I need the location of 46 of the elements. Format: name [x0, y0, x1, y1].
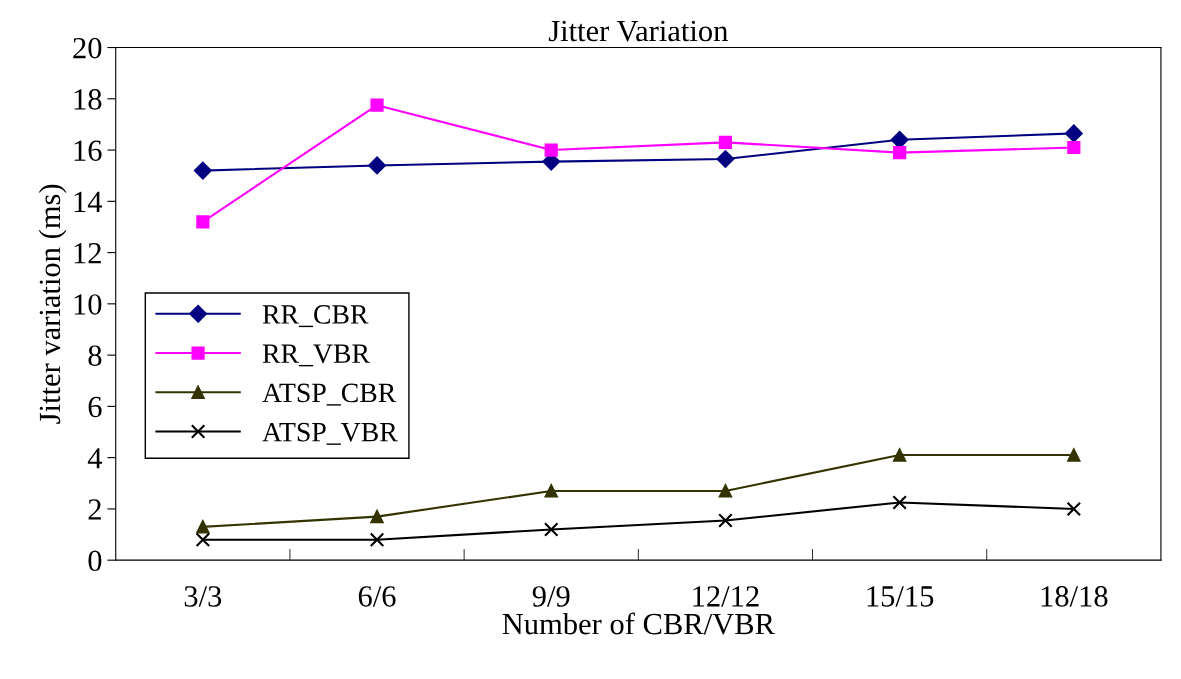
- point: [716, 150, 735, 168]
- x-tick-label: 6/6: [358, 586, 396, 607]
- legend-label: RR_CBR: [262, 305, 369, 328]
- y-tick-label: 8: [88, 345, 102, 367]
- y-tick-label: 18: [74, 89, 102, 110]
- point: [196, 215, 210, 229]
- point: [892, 495, 907, 510]
- y-tick-label: 0: [88, 550, 102, 572]
- y-tick-label: 16: [74, 140, 102, 161]
- point: [370, 98, 384, 112]
- x-tick-label: 18/18: [1041, 586, 1108, 607]
- point: [193, 161, 212, 180]
- x-tick-label: 9/9: [532, 586, 570, 607]
- point: [543, 522, 559, 537]
- point: [369, 532, 385, 547]
- x-tick-label: 3/3: [184, 586, 222, 607]
- y-tick-label: 2: [88, 499, 101, 520]
- chart-title: Jitter Variation: [548, 20, 728, 42]
- point: [1064, 124, 1083, 143]
- legend-label: ATSP_CBR: [262, 383, 397, 406]
- y-axis-title: Jitter variation (ms): [38, 184, 67, 424]
- point: [718, 135, 733, 149]
- point: [368, 156, 386, 175]
- x-tick-label: 12/12: [693, 586, 759, 607]
- x-axis-title: Number of CBR/VBR: [502, 612, 775, 635]
- y-tick-label: 14: [74, 191, 103, 212]
- legend-label: ATSP_VBR: [262, 422, 398, 445]
- legend-label: RR_VBR: [262, 344, 370, 367]
- y-tick-label: 6: [88, 396, 102, 418]
- point: [544, 143, 558, 157]
- point: [544, 484, 558, 498]
- point: [195, 532, 211, 547]
- point: [893, 448, 907, 462]
- point: [893, 146, 907, 160]
- point: [718, 513, 733, 528]
- point: [1066, 501, 1082, 517]
- point: [718, 484, 733, 498]
- y-tick-label: 20: [73, 37, 102, 59]
- point: [1067, 140, 1081, 155]
- y-tick-label: 4: [87, 448, 103, 469]
- point: [196, 520, 210, 534]
- x-tick-label: 15/15: [867, 586, 934, 607]
- y-tick-label: 12: [74, 242, 101, 264]
- point: [370, 510, 384, 524]
- y-tick-label: 10: [74, 294, 102, 315]
- point: [1067, 448, 1081, 462]
